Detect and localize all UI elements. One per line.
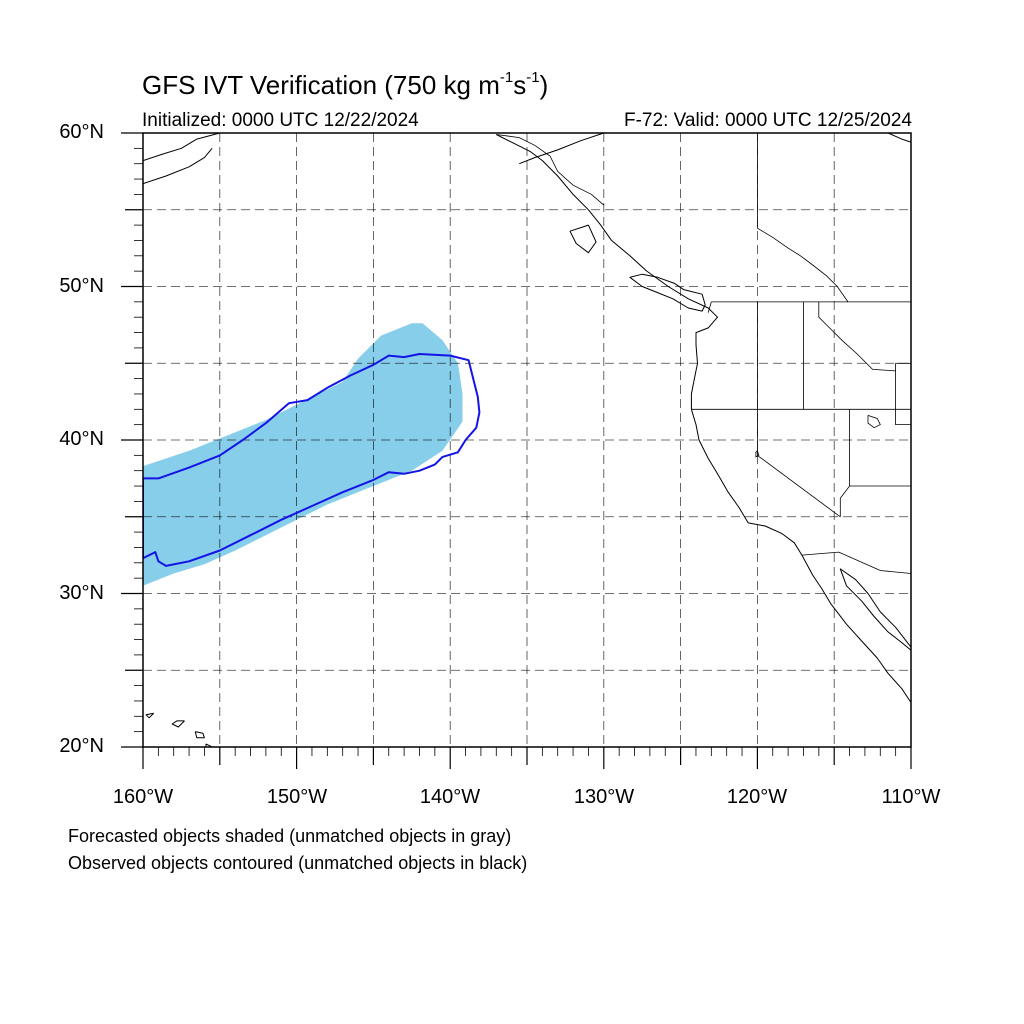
title-exponent-1: -1 bbox=[499, 69, 514, 87]
coastline bbox=[629, 273, 706, 312]
political-border bbox=[895, 363, 911, 426]
lat-label-60n: 60°N bbox=[59, 121, 104, 143]
lon-label-140w: 140°W bbox=[419, 786, 481, 808]
map-title: GFS IVT Verification (750 kg m-1s-1) bbox=[142, 69, 549, 101]
coastline bbox=[887, 133, 911, 143]
lake-outline bbox=[867, 415, 881, 429]
lon-label-130w: 130°W bbox=[573, 786, 635, 808]
coastline bbox=[194, 731, 205, 739]
political-border bbox=[839, 409, 850, 517]
title-exponent-2: -1 bbox=[526, 69, 540, 87]
observed-layer bbox=[143, 353, 481, 567]
gridlines bbox=[143, 133, 911, 747]
lon-label-160w: 160°W bbox=[112, 786, 174, 808]
forecast-object-shade bbox=[143, 323, 463, 586]
legend-observed: Observed objects contoured (unmatched ob… bbox=[68, 853, 528, 873]
lon-label-110w: 110°W bbox=[881, 786, 941, 808]
lon-label-150w: 150°W bbox=[266, 786, 328, 808]
lat-label-20n: 20°N bbox=[59, 735, 104, 757]
coastline bbox=[171, 720, 185, 728]
plot-frame bbox=[142, 132, 912, 748]
initialized-label: Initialized: 0000 UTC 12/22/2024 bbox=[142, 110, 419, 131]
lake-outline bbox=[755, 450, 760, 458]
political-border bbox=[757, 409, 841, 518]
political-border bbox=[818, 301, 896, 372]
coastline bbox=[569, 224, 597, 254]
coastline-layer bbox=[143, 133, 911, 747]
legend-forecast: Forecasted objects shaded (unmatched obj… bbox=[68, 826, 512, 846]
coastline bbox=[143, 133, 220, 162]
coastline bbox=[496, 134, 911, 703]
observed-object-contour bbox=[143, 353, 481, 567]
title-main: GFS IVT Verification (750 kg m bbox=[142, 70, 500, 100]
political-border bbox=[757, 227, 849, 303]
political-border bbox=[496, 134, 605, 206]
political-border bbox=[707, 301, 712, 313]
lat-label-40n: 40°N bbox=[59, 428, 104, 450]
coastline bbox=[519, 133, 604, 165]
title-mid: s bbox=[513, 70, 527, 100]
valid-label: F-72: Valid: 0000 UTC 12/25/2024 bbox=[624, 110, 912, 131]
lon-label-120w: 120°W bbox=[726, 786, 788, 808]
axis-ticks bbox=[121, 132, 912, 769]
forecast-layer bbox=[143, 323, 463, 586]
lat-label-30n: 30°N bbox=[59, 582, 104, 604]
lat-label-50n: 50°N bbox=[59, 275, 104, 297]
political-border bbox=[801, 551, 911, 574]
coastline bbox=[145, 712, 155, 719]
title-tail: ) bbox=[539, 70, 549, 100]
coastline bbox=[143, 147, 213, 185]
coastline bbox=[839, 568, 911, 651]
